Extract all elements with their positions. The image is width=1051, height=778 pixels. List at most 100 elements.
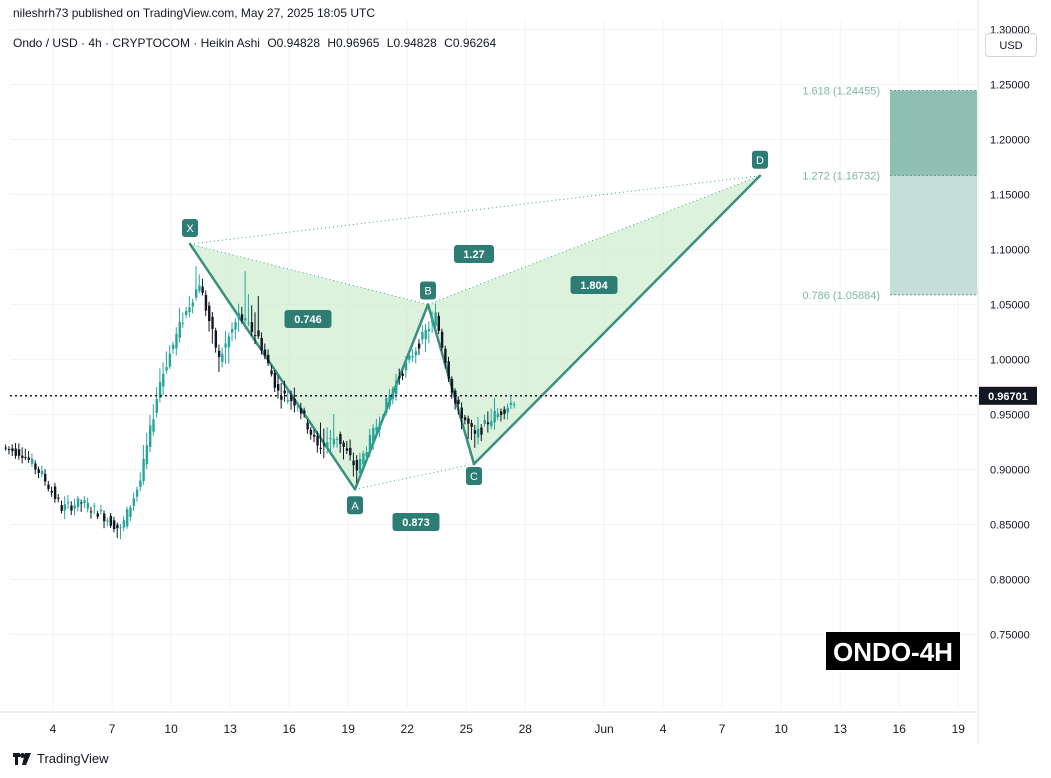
- fib-level-label: 1.272 (1.16732): [802, 170, 880, 182]
- candle-body: [437, 315, 440, 331]
- ratio-badge: [284, 310, 332, 328]
- y-tick-label: 1.00000: [990, 355, 1030, 367]
- pattern-leg-ab: [353, 303, 430, 491]
- footer-brand: TradingView: [37, 751, 109, 766]
- candle-body: [319, 447, 322, 449]
- candle-body: [165, 366, 168, 371]
- candle-body: [185, 311, 188, 315]
- candle-body: [122, 520, 126, 528]
- candle-body: [119, 527, 122, 529]
- candle-body: [155, 399, 158, 413]
- candle-body: [240, 314, 244, 321]
- candle-body: [211, 316, 214, 329]
- candle-body: [417, 343, 421, 349]
- candle-body: [362, 453, 365, 464]
- ohlc-close: C0.96264: [444, 36, 497, 50]
- candle-body: [11, 448, 14, 452]
- candle-body: [70, 505, 73, 511]
- tradingview-icon: [13, 752, 31, 765]
- point-label-d: D: [756, 155, 764, 167]
- x-tick-label: Jun: [594, 722, 613, 736]
- candle-body: [483, 420, 486, 424]
- candle-body: [139, 480, 142, 487]
- candle-body: [365, 452, 368, 457]
- candle-body: [227, 336, 231, 348]
- candle-body: [496, 413, 500, 418]
- x-tick-label: 28: [519, 722, 533, 736]
- candle-body: [345, 448, 349, 451]
- candle-body: [326, 442, 329, 449]
- x-tick-label: 13: [223, 722, 237, 736]
- candle-body: [506, 407, 509, 413]
- y-tick-label: 1.10000: [990, 245, 1030, 257]
- candle-body: [66, 502, 70, 504]
- target-zone: 1.618 (1.24455) 1.272 (1.16732) 0.786 (1.0…: [802, 85, 977, 302]
- candle-body: [214, 330, 218, 348]
- y-tick-label: 0.75000: [990, 630, 1030, 642]
- candle-body: [375, 426, 378, 432]
- candle-body: [168, 353, 172, 367]
- candle-body: [444, 348, 447, 364]
- candle-body: [463, 417, 467, 421]
- candle-body: [263, 349, 267, 356]
- candle-body: [44, 473, 47, 482]
- candle-body: [509, 402, 513, 406]
- ratio-line-ac: [354, 463, 475, 490]
- candle-body: [329, 438, 332, 440]
- candle-body: [408, 355, 411, 360]
- candle-body: [457, 399, 460, 405]
- ohlc-low: L0.94828: [386, 36, 437, 50]
- ohlc-high: H0.96965: [327, 36, 380, 50]
- candle-body: [490, 421, 493, 427]
- candle-body: [276, 384, 280, 391]
- ratio-line-xb: [189, 243, 429, 305]
- x-tick-label: 7: [109, 722, 116, 736]
- y-tick-label: 1.20000: [990, 135, 1030, 147]
- candle-body: [378, 423, 381, 430]
- candle-body: [434, 312, 437, 327]
- pattern-labels: 0.96701 X A B C D 0.746 0.873 1.804 1.27 ONDO-4H: [10, 150, 1037, 670]
- candle-body: [421, 332, 424, 340]
- candle-body: [247, 322, 250, 324]
- candle-body: [450, 378, 454, 393]
- candle-body: [273, 372, 277, 388]
- candle-body: [27, 457, 31, 460]
- candle-body: [309, 429, 313, 435]
- candle-body: [224, 343, 227, 348]
- tradingview-logo[interactable]: TradingView: [13, 751, 109, 766]
- candle-body: [40, 470, 44, 475]
- x-tick-label: 7: [719, 722, 726, 736]
- publish-credit: nileshrh73 published on TradingView.com,…: [13, 6, 375, 20]
- candle-body: [116, 524, 119, 529]
- target-zone-upper: [890, 90, 977, 176]
- candle-body: [80, 502, 83, 504]
- candle-body: [73, 505, 76, 509]
- candle-body: [175, 333, 178, 349]
- candle-body: [221, 353, 224, 362]
- candle-body: [7, 449, 11, 451]
- candle-body: [414, 351, 418, 356]
- pattern-leg-cd: [472, 174, 762, 466]
- candle-body: [188, 307, 191, 313]
- x-tick-label: 25: [460, 722, 474, 736]
- candle-body: [126, 509, 129, 527]
- candle-body: [93, 505, 96, 507]
- currency-button[interactable]: USD: [985, 33, 1037, 57]
- candle-body: [486, 422, 490, 425]
- candle-body: [499, 411, 503, 415]
- candle-body: [14, 448, 17, 456]
- candle-body: [473, 430, 477, 434]
- candle-body: [158, 382, 162, 398]
- point-label-a: A: [351, 500, 359, 512]
- candle-body: [89, 511, 93, 513]
- y-tick-label: 0.80000: [990, 575, 1030, 587]
- point-label-b: B: [424, 286, 431, 298]
- candle-body: [208, 305, 211, 322]
- candle-body: [480, 427, 483, 435]
- candle-body: [152, 419, 155, 432]
- candle-body: [234, 322, 237, 330]
- candle-body: [194, 289, 198, 298]
- candle-body: [395, 380, 398, 395]
- candle-body: [467, 418, 470, 424]
